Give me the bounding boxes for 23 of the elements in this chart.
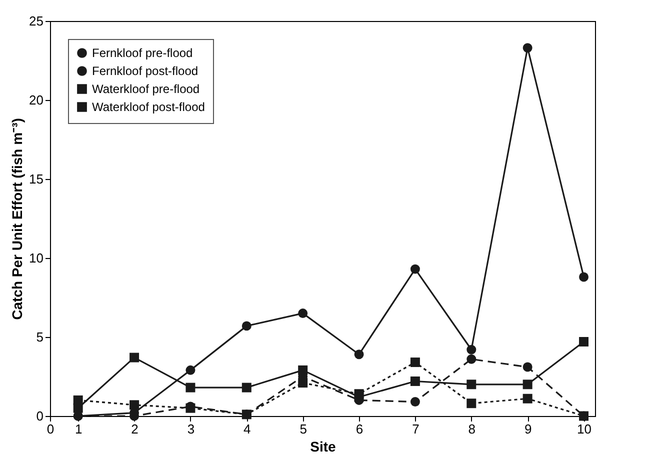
x-tick-label: 2	[131, 422, 138, 436]
y-tick-label: 5	[36, 330, 44, 344]
x-tick-label: 1	[74, 422, 82, 436]
x-tick-label: 6	[356, 422, 364, 436]
legend-label: Waterkloof pre-flood	[92, 82, 200, 96]
x-tick-label: 0	[46, 422, 54, 436]
y-tick-label: 10	[29, 250, 44, 266]
x-tick-label: 8	[468, 422, 476, 436]
x-tick-label: 4	[244, 422, 251, 436]
x-tick-label: 3	[187, 422, 195, 436]
legend-label: Fernkloof pre-flood	[92, 46, 193, 60]
x-tick-label: 7	[412, 422, 420, 436]
y-tick-label: 0	[36, 408, 44, 424]
legend-label: Waterkloof post-flood	[92, 100, 205, 114]
y-tick-label: 15	[29, 172, 44, 186]
x-axis-title: Site	[310, 438, 336, 454]
y-tick-label: 20	[29, 92, 44, 108]
x-tick-label: 5	[300, 422, 307, 436]
y-axis-title: Catch Per Unit Effort (fish m⁻³)	[9, 118, 26, 320]
y-tick-label: 25	[29, 14, 44, 28]
x-tick-label: 10	[577, 422, 592, 436]
x-tick-label: 9	[524, 422, 532, 436]
legend-label: Fernkloof post-flood	[92, 64, 198, 78]
